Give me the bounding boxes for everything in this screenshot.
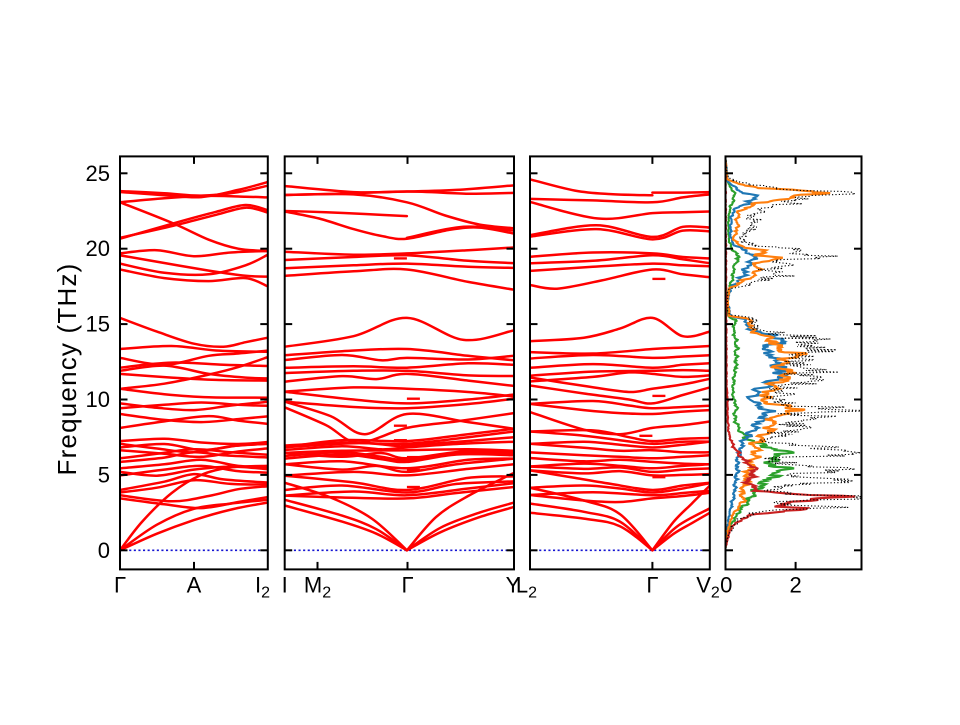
svg-text:Γ: Γ	[114, 573, 126, 598]
svg-text:5: 5	[98, 462, 110, 487]
svg-text:I: I	[282, 573, 288, 598]
svg-text:0: 0	[720, 573, 732, 598]
svg-text:Frequency (THz): Frequency (THz)	[52, 262, 82, 475]
svg-text:25: 25	[86, 161, 110, 186]
svg-text:Γ: Γ	[401, 573, 413, 598]
svg-text:20: 20	[86, 236, 110, 261]
svg-text:10: 10	[86, 387, 110, 412]
svg-text:A: A	[187, 573, 202, 598]
svg-text:2: 2	[789, 573, 801, 598]
svg-text:Y: Y	[506, 573, 521, 598]
svg-text:15: 15	[86, 312, 110, 337]
svg-text:0: 0	[98, 538, 110, 563]
svg-text:Γ: Γ	[646, 573, 658, 598]
